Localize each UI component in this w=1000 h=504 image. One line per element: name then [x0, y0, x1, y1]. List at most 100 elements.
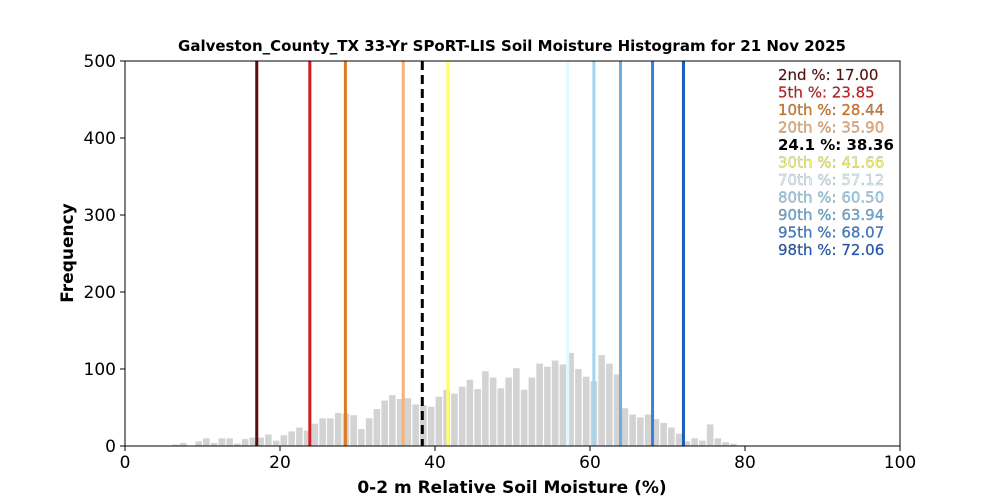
- histogram-bar: [683, 441, 691, 446]
- y-axis-ticks: 0 100 200 300 400 500: [84, 52, 125, 457]
- histogram-bar: [412, 404, 419, 446]
- histogram-bar: [544, 366, 551, 446]
- histogram-bar: [396, 399, 404, 446]
- y-tick-label: 500: [84, 52, 116, 72]
- histogram-bar: [551, 360, 559, 446]
- histogram-bar: [730, 443, 737, 446]
- histogram-bar: [451, 393, 458, 446]
- histogram-bar: [575, 369, 582, 446]
- histogram-bar: [466, 379, 474, 446]
- x-tick-label: 0: [120, 453, 131, 473]
- histogram-bar: [668, 427, 675, 446]
- histogram-bar: [210, 442, 218, 446]
- legend-entry: 24.1 %: 38.36: [778, 136, 894, 154]
- histogram-bar: [350, 415, 357, 446]
- histogram-bar: [474, 389, 481, 446]
- legend-entry: 98th %: 72.06: [778, 241, 884, 259]
- histogram-bar: [296, 427, 303, 446]
- histogram-bar: [265, 434, 272, 446]
- histogram-bar: [660, 422, 667, 446]
- histogram-bar: [482, 371, 489, 446]
- histogram-bar: [505, 377, 512, 446]
- legend-entry: 70th %: 57.12: [778, 171, 884, 189]
- histogram-bar: [272, 440, 280, 446]
- x-axis-label: 0-2 m Relative Soil Moisture (%): [357, 478, 666, 498]
- legend-entry: 30th %: 41.66: [778, 154, 884, 172]
- histogram-bar: [528, 377, 536, 446]
- bars-layer: [172, 352, 737, 446]
- legend-entry: 20th %: 35.90: [778, 119, 884, 137]
- histogram-bar: [637, 417, 644, 446]
- histogram-bar: [179, 442, 187, 446]
- histogram-bar: [435, 396, 443, 446]
- histogram-bar: [234, 443, 241, 446]
- histogram-bar: [489, 377, 497, 446]
- legend-entry: 2nd %: 17.00: [778, 66, 878, 84]
- chart-title: Galveston_County_TX 33-Yr SPoRT-LIS Soil…: [178, 37, 846, 55]
- histogram-bar: [427, 406, 435, 446]
- histogram-bar: [226, 438, 233, 446]
- histogram-bar: [714, 438, 722, 446]
- x-tick-label: 20: [269, 453, 291, 473]
- histogram-bar: [513, 368, 520, 446]
- x-tick-label: 40: [424, 453, 446, 473]
- legend-entry: 10th %: 28.44: [778, 101, 884, 119]
- histogram-bar: [497, 388, 505, 446]
- histogram-bar: [699, 440, 706, 446]
- histogram-bar: [327, 418, 334, 446]
- x-axis-ticks: 0 20 40 60 80 100: [120, 446, 916, 473]
- histogram-bar: [582, 376, 590, 446]
- histogram-bar: [652, 419, 660, 446]
- plot-frame: [124, 60, 901, 447]
- histogram-bar: [621, 408, 629, 446]
- histogram-bar: [706, 424, 714, 446]
- histogram-bar: [691, 438, 698, 446]
- histogram-bar: [389, 395, 396, 446]
- histogram-bar: [404, 398, 412, 446]
- histogram-bar: [644, 414, 652, 446]
- x-tick-label: 100: [884, 453, 916, 473]
- histogram-bar: [241, 439, 249, 446]
- histogram-bar: [613, 374, 621, 446]
- legend-entry: 95th %: 68.07: [778, 224, 884, 242]
- histogram-bar: [381, 400, 388, 446]
- legend-entry: 80th %: 60.50: [778, 189, 884, 207]
- histogram-bar: [373, 409, 381, 446]
- histogram-bar: [172, 444, 179, 446]
- histogram-bar: [559, 364, 567, 446]
- histogram-bar: [520, 389, 528, 446]
- y-tick-label: 200: [84, 283, 116, 303]
- histogram-bar: [675, 433, 683, 446]
- histogram-bar: [311, 423, 319, 446]
- histogram-bar: [458, 386, 466, 446]
- y-tick-label: 400: [84, 129, 116, 149]
- histogram-bar: [319, 418, 326, 446]
- histogram-bar: [257, 437, 264, 446]
- y-axis-label: Frequency: [58, 203, 78, 303]
- histogram-bar: [629, 414, 636, 446]
- histogram-bar: [203, 438, 210, 446]
- y-tick-label: 300: [84, 206, 116, 226]
- histogram-bar: [218, 438, 226, 446]
- histogram-bar: [280, 435, 288, 446]
- histogram-bar: [606, 363, 613, 446]
- histogram-bar: [195, 441, 202, 446]
- histogram-bar: [334, 412, 342, 446]
- x-tick-label: 80: [734, 453, 756, 473]
- histogram-bar: [358, 429, 365, 446]
- y-tick-label: 100: [84, 360, 116, 380]
- histogram-bar: [536, 363, 543, 446]
- histogram-bar: [288, 431, 295, 446]
- x-tick-label: 60: [579, 453, 601, 473]
- histogram-bar: [598, 355, 605, 446]
- histogram-bar: [722, 442, 729, 446]
- histogram-bar: [567, 352, 574, 446]
- legend-entry: 90th %: 63.94: [778, 206, 884, 224]
- histogram-bar: [249, 437, 257, 446]
- histogram-bar: [303, 430, 311, 446]
- histogram-bar: [365, 418, 373, 446]
- legend-entry: 5th %: 23.85: [778, 84, 875, 102]
